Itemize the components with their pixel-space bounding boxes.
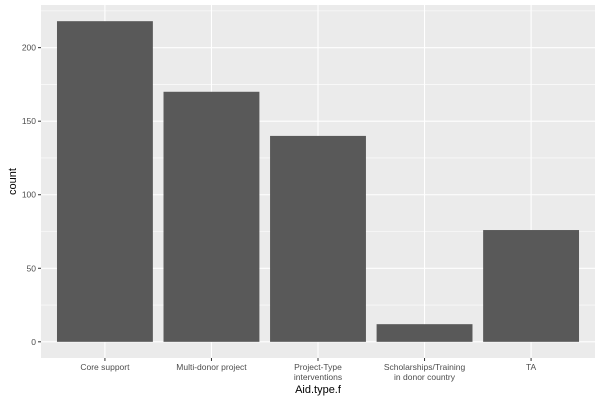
y-axis: 0 50 100 150 200 xyxy=(22,43,41,347)
x-axis-title: Aid.type.f xyxy=(295,384,342,396)
x-axis: Core support Multi-donor project Project-T… xyxy=(80,358,537,382)
bar xyxy=(270,135,366,342)
y-tick-label: 0 xyxy=(31,337,36,347)
x-tick-label: Core support xyxy=(80,362,130,372)
y-tick-label: 200 xyxy=(22,43,36,53)
y-tick-label: 150 xyxy=(22,116,36,126)
y-tick-label: 50 xyxy=(27,263,37,273)
x-tick-label: Multi-donor project xyxy=(176,362,247,372)
bars xyxy=(56,21,580,342)
y-axis-title: count xyxy=(7,168,19,195)
bar xyxy=(56,21,153,342)
y-tick-label: 100 xyxy=(22,190,36,200)
x-tick-label: Project-Type interventions xyxy=(294,362,342,382)
bar xyxy=(483,230,580,342)
bar xyxy=(376,324,473,342)
x-tick-label: TA xyxy=(526,362,537,372)
bar xyxy=(163,91,260,342)
x-tick-label: Scholarships/Training in donor country xyxy=(384,362,466,382)
